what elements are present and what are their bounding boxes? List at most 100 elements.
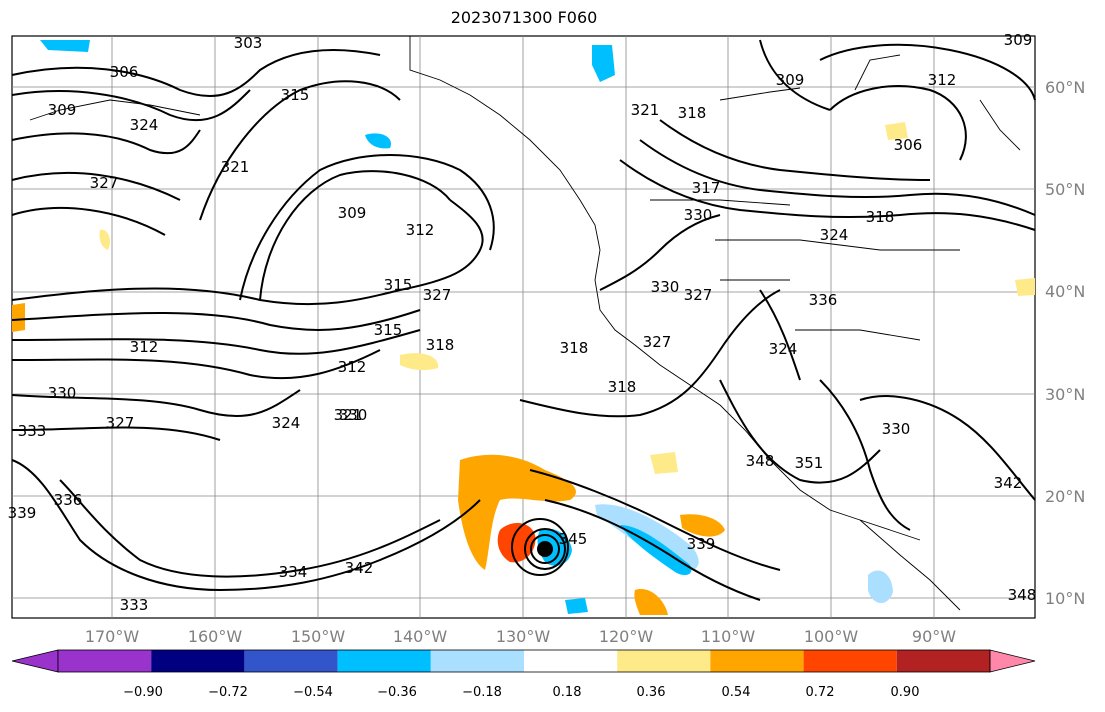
longitude-labels: 170°W 160°W 150°W 140°W 130°W 120°W 110°… (85, 627, 956, 646)
lon-label-90w: 90°W (912, 627, 956, 646)
lon-label-130w: 130°W (496, 627, 551, 646)
contour-label: 351 (795, 454, 824, 472)
contour-label: 334 (279, 563, 308, 581)
map-title: 2023071300 F060 (450, 8, 598, 27)
cb-tick-1: −0.72 (208, 685, 248, 700)
contour-label: 324 (272, 414, 301, 432)
contour-label: 327 (423, 286, 452, 304)
lon-label-150w: 150°W (291, 627, 346, 646)
shaded-patches (12, 40, 1035, 615)
lat-label-50: 50°N (1045, 180, 1085, 199)
colorbar-extend-max (989, 649, 1036, 673)
contour-label: 339 (8, 504, 37, 522)
orange-patch (458, 454, 576, 570)
cb-tick-7: 0.54 (722, 685, 751, 700)
contour-label: 330 (48, 384, 77, 402)
colorbar-segment (524, 650, 618, 672)
contour-label: 318 (866, 208, 895, 226)
cyan-north (592, 45, 615, 82)
contour-label: 318 (426, 336, 455, 354)
contour-label: 309 (776, 71, 805, 89)
colorbar-segment (617, 650, 711, 672)
contour-label: 315 (281, 86, 310, 104)
cyan-mid (365, 133, 391, 149)
contours (11, 39, 1036, 601)
lat-label-30: 30°N (1045, 385, 1085, 404)
colorbar-segment (710, 650, 804, 672)
contour-label: 315 (384, 276, 413, 294)
contour-label: 321 (334, 406, 363, 424)
graticule (12, 36, 1035, 618)
colorbar (11, 649, 1036, 673)
contour-label: 348 (746, 452, 775, 470)
contour-label: 321 (221, 158, 250, 176)
colorbar-segment (151, 650, 245, 672)
contour-label: 324 (820, 226, 849, 244)
contour-label: 309 (48, 101, 77, 119)
contour-label: 321 (631, 101, 660, 119)
contour-label: 312 (928, 71, 957, 89)
lon-label-170w: 170°W (85, 627, 140, 646)
contour-label: 336 (809, 291, 838, 309)
contour-label: 324 (130, 116, 159, 134)
orange-east (680, 514, 725, 537)
contour-label: 330 (684, 206, 713, 224)
contour-label: 318 (678, 104, 707, 122)
contour-label: 330 (339, 406, 368, 424)
hurricane-core (511, 518, 569, 576)
cb-tick-0: −0.90 (123, 685, 163, 700)
cyan-band (620, 525, 692, 576)
contour-label: 333 (18, 422, 47, 440)
lon-label-160w: 160°W (188, 627, 243, 646)
contour-label: 312 (338, 358, 367, 376)
contour-label: 315 (374, 321, 403, 339)
contour-label: 330 (651, 278, 680, 296)
contour-label: 336 (54, 491, 83, 509)
colorbar-segment (337, 650, 431, 672)
contour-label: 348 (1008, 586, 1037, 604)
contour-label: 309 (1004, 31, 1033, 49)
cb-tick-2: −0.54 (293, 685, 333, 700)
yellow-ne (885, 122, 908, 140)
latitude-labels: 60°N 50°N 40°N 30°N 20°N 10°N (1045, 78, 1085, 608)
contour-label: 327 (643, 333, 672, 351)
contour-label: 342 (994, 474, 1023, 492)
contour-label: 339 (687, 535, 716, 553)
contour-label: 303 (234, 34, 263, 52)
contour-label: 312 (406, 221, 435, 239)
colorbar-labels: −0.90 −0.72 −0.54 −0.36 −0.18 0.18 0.36 … (123, 685, 919, 700)
colorbar-segment (430, 650, 524, 672)
contour-label: 317 (692, 179, 721, 197)
cyan-small (565, 598, 588, 614)
contour-label: 333 (120, 596, 149, 614)
lon-label-110w: 110°W (701, 627, 756, 646)
contour-label: 345 (559, 530, 588, 548)
contour-label: 327 (684, 286, 713, 304)
contour-label: 309 (338, 204, 367, 222)
colorbar-segment (58, 650, 152, 672)
cyan-nw (40, 40, 90, 52)
yellow-small (99, 229, 111, 250)
cb-tick-4: −0.18 (462, 685, 502, 700)
contour-label: 324 (769, 340, 798, 358)
colorbar-segment (244, 650, 338, 672)
colorbar-extend-min (11, 649, 59, 673)
lightblue-south (868, 570, 893, 604)
yellow-east (1015, 278, 1035, 296)
orange-south (634, 589, 668, 615)
cb-tick-8: 0.72 (806, 685, 835, 700)
cb-tick-9: 0.90 (891, 685, 920, 700)
lat-label-10: 10°N (1045, 589, 1085, 608)
contour-label: 327 (106, 414, 135, 432)
lat-label-20: 20°N (1045, 487, 1085, 506)
colorbar-segment (896, 650, 990, 672)
lon-label-120w: 120°W (599, 627, 654, 646)
lat-label-40: 40°N (1045, 282, 1085, 301)
lon-label-100w: 100°W (804, 627, 859, 646)
contour-label: 306 (894, 136, 923, 154)
contour-label: 342 (345, 559, 374, 577)
orange-west (12, 303, 25, 332)
contour-label: 318 (608, 378, 637, 396)
colorbar-outline (57, 649, 991, 673)
